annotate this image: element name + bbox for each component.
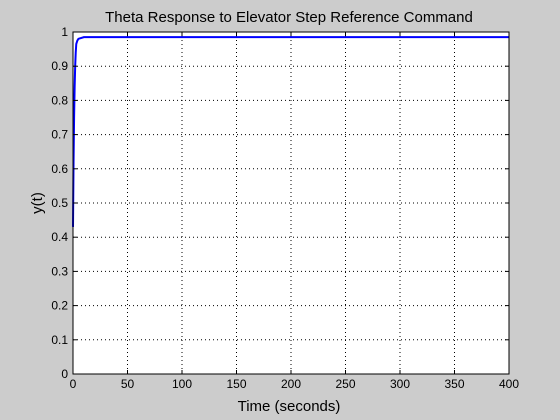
- chart-title: Theta Response to Elevator Step Referenc…: [105, 9, 473, 26]
- axes-background: [73, 32, 509, 374]
- y-tick-label: 0.4: [51, 230, 68, 244]
- y-axis-label: y(t): [29, 192, 46, 214]
- x-tick-label: 350: [444, 377, 464, 391]
- x-tick-label: 50: [121, 377, 135, 391]
- x-tick-label: 0: [70, 377, 77, 391]
- y-tick-label: 0.7: [51, 128, 68, 142]
- series-layer: [72, 36, 509, 227]
- y-tick-label: 0.1: [51, 333, 68, 347]
- x-tick-label: 300: [390, 377, 410, 391]
- x-axis-label: Time (seconds): [238, 398, 341, 415]
- x-tick-label: 100: [172, 377, 192, 391]
- y-tick-label: 0.2: [51, 299, 68, 313]
- x-tick-label: 400: [499, 377, 519, 391]
- grid-layer: [73, 32, 509, 374]
- y-tick-label: 0.8: [51, 93, 68, 107]
- series-line: [72, 36, 509, 227]
- x-tick-label: 200: [281, 377, 301, 391]
- y-tick-label: 0.5: [51, 196, 68, 210]
- y-tick-label: 0: [61, 367, 68, 381]
- y-tick-label: 1: [61, 25, 68, 39]
- y-tick-label: 0.9: [51, 59, 68, 73]
- x-tick-label: 250: [335, 377, 355, 391]
- ticks-layer: 0 50 100 150 200 250 300 350 400 0 0.1 0.2 0.3 0.4 0.5…: [51, 25, 519, 391]
- y-tick-label: 0.3: [51, 264, 68, 278]
- x-tick-label: 150: [226, 377, 246, 391]
- y-tick-label: 0.6: [51, 162, 68, 176]
